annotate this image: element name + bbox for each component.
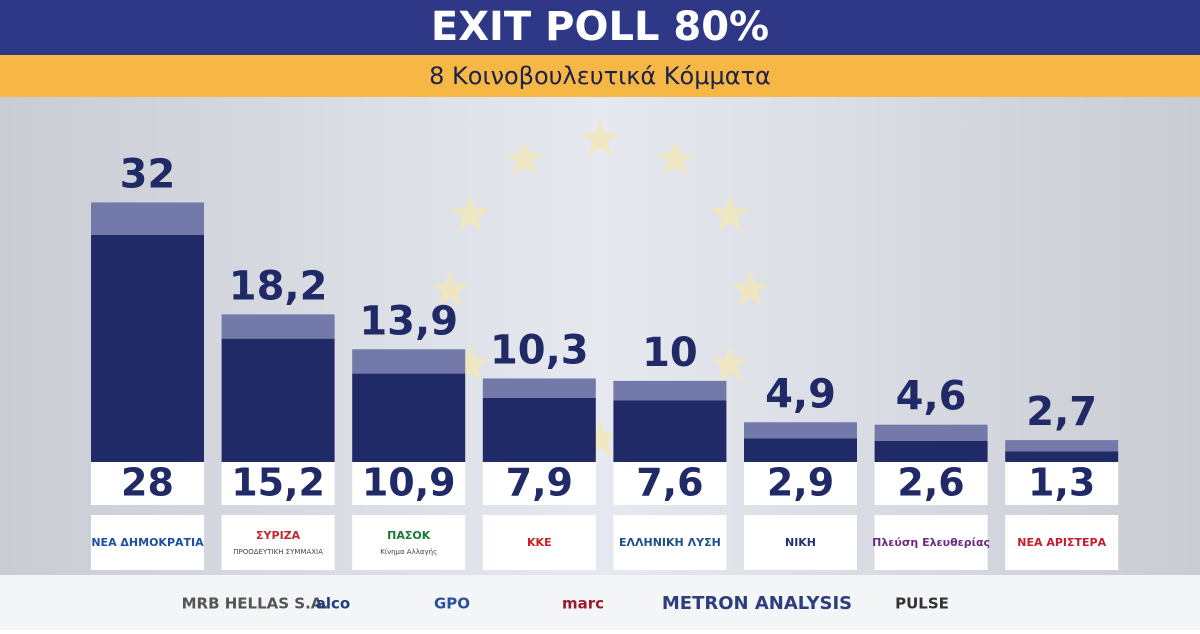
high-label: 10,3	[490, 327, 589, 373]
party-name: ΝΕΑ ΑΡΙΣΤΕΡΑ	[1017, 536, 1106, 549]
bar-range	[874, 424, 988, 441]
pollster: MRB HELLAS S.A.	[182, 595, 329, 613]
low-label: 7,6	[636, 461, 703, 505]
eu-star	[451, 195, 490, 232]
high-label: 13,9	[359, 298, 458, 344]
low-label-box	[352, 462, 466, 505]
low-label: 2,9	[767, 461, 834, 505]
eu-star	[581, 420, 619, 457]
title-band	[0, 0, 1200, 55]
eu-star	[506, 140, 544, 177]
high-label: 2,7	[1026, 389, 1097, 435]
pollster: GPO	[434, 595, 470, 613]
eu-star	[710, 345, 749, 382]
party-name: ΠΑΣΟΚ	[387, 529, 431, 542]
bar-range	[221, 314, 335, 339]
bar-low	[482, 397, 596, 462]
logo-box	[221, 515, 335, 570]
bar-range	[482, 378, 596, 398]
low-label-box	[91, 462, 204, 505]
bar-range	[744, 422, 857, 439]
eu-star	[710, 195, 749, 232]
footer-band	[0, 575, 1200, 630]
low-label: 1,3	[1028, 461, 1095, 505]
low-label-box	[613, 462, 727, 505]
logo-box	[91, 515, 204, 570]
pollster: marc	[562, 595, 604, 613]
subtitle-band	[0, 55, 1200, 97]
bar-range	[91, 202, 204, 235]
low-label: 28	[121, 461, 174, 505]
logo-box	[744, 515, 857, 570]
logo-box	[874, 515, 988, 570]
pollster: METRON ANALYSIS	[662, 593, 852, 614]
eu-star	[431, 270, 469, 307]
party-name: ΝΙΚΗ	[785, 536, 816, 549]
low-label-box	[874, 462, 988, 505]
high-label: 10	[642, 330, 698, 376]
pollster: PULSE	[895, 595, 949, 613]
eu-star	[581, 120, 619, 157]
eu-star	[656, 140, 694, 177]
bar-low	[744, 438, 857, 462]
logo-box	[352, 515, 466, 570]
high-label: 4,9	[765, 371, 836, 417]
high-label: 32	[120, 151, 176, 197]
low-label: 15,2	[231, 461, 325, 505]
low-label-box	[1005, 462, 1119, 505]
bar-low	[221, 338, 335, 462]
pollster: alco	[316, 595, 350, 613]
party-sublabel: ΠΡΟΟΔΕΥΤΙΚΗ ΣΥΜΜΑΧΙΑ	[233, 548, 323, 556]
logo-box	[482, 515, 596, 570]
low-label: 10,9	[362, 461, 456, 505]
bar-range	[613, 380, 727, 401]
bar-low	[1005, 451, 1119, 462]
low-label: 7,9	[506, 461, 573, 505]
low-label-box	[482, 462, 596, 505]
bar-range	[1005, 440, 1119, 452]
party-name: ΕΛΛΗΝΙΚΗ ΛΥΣΗ	[619, 536, 721, 549]
logo-box	[1005, 515, 1119, 570]
high-label: 18,2	[229, 263, 328, 309]
party-name: ΣΥΡΙΖΑ	[256, 529, 301, 542]
party-name: Πλεύση Ελευθερίας	[872, 536, 990, 549]
bar-low	[91, 234, 204, 462]
low-label: 2,6	[897, 461, 964, 505]
party-sublabel: Κίνημα Αλλαγής	[380, 548, 437, 556]
eu-star	[731, 270, 769, 307]
bar-range	[352, 349, 466, 374]
low-label-box	[744, 462, 857, 505]
eu-star	[451, 345, 490, 382]
bar-low	[352, 373, 466, 462]
title: EXIT POLL 80%	[431, 4, 769, 50]
party-name: ΝΕΑ ΔΗΜΟΚΡΑΤΙΑ	[91, 536, 204, 549]
low-label-box	[221, 462, 335, 505]
high-label: 4,6	[896, 374, 967, 420]
subtitle: 8 Κοινοβουλευτικά Κόμματα	[429, 62, 771, 90]
logo-box	[613, 515, 727, 570]
bar-low	[874, 440, 988, 462]
bar-low	[613, 400, 727, 462]
party-name: ΚΚΕ	[527, 536, 552, 549]
